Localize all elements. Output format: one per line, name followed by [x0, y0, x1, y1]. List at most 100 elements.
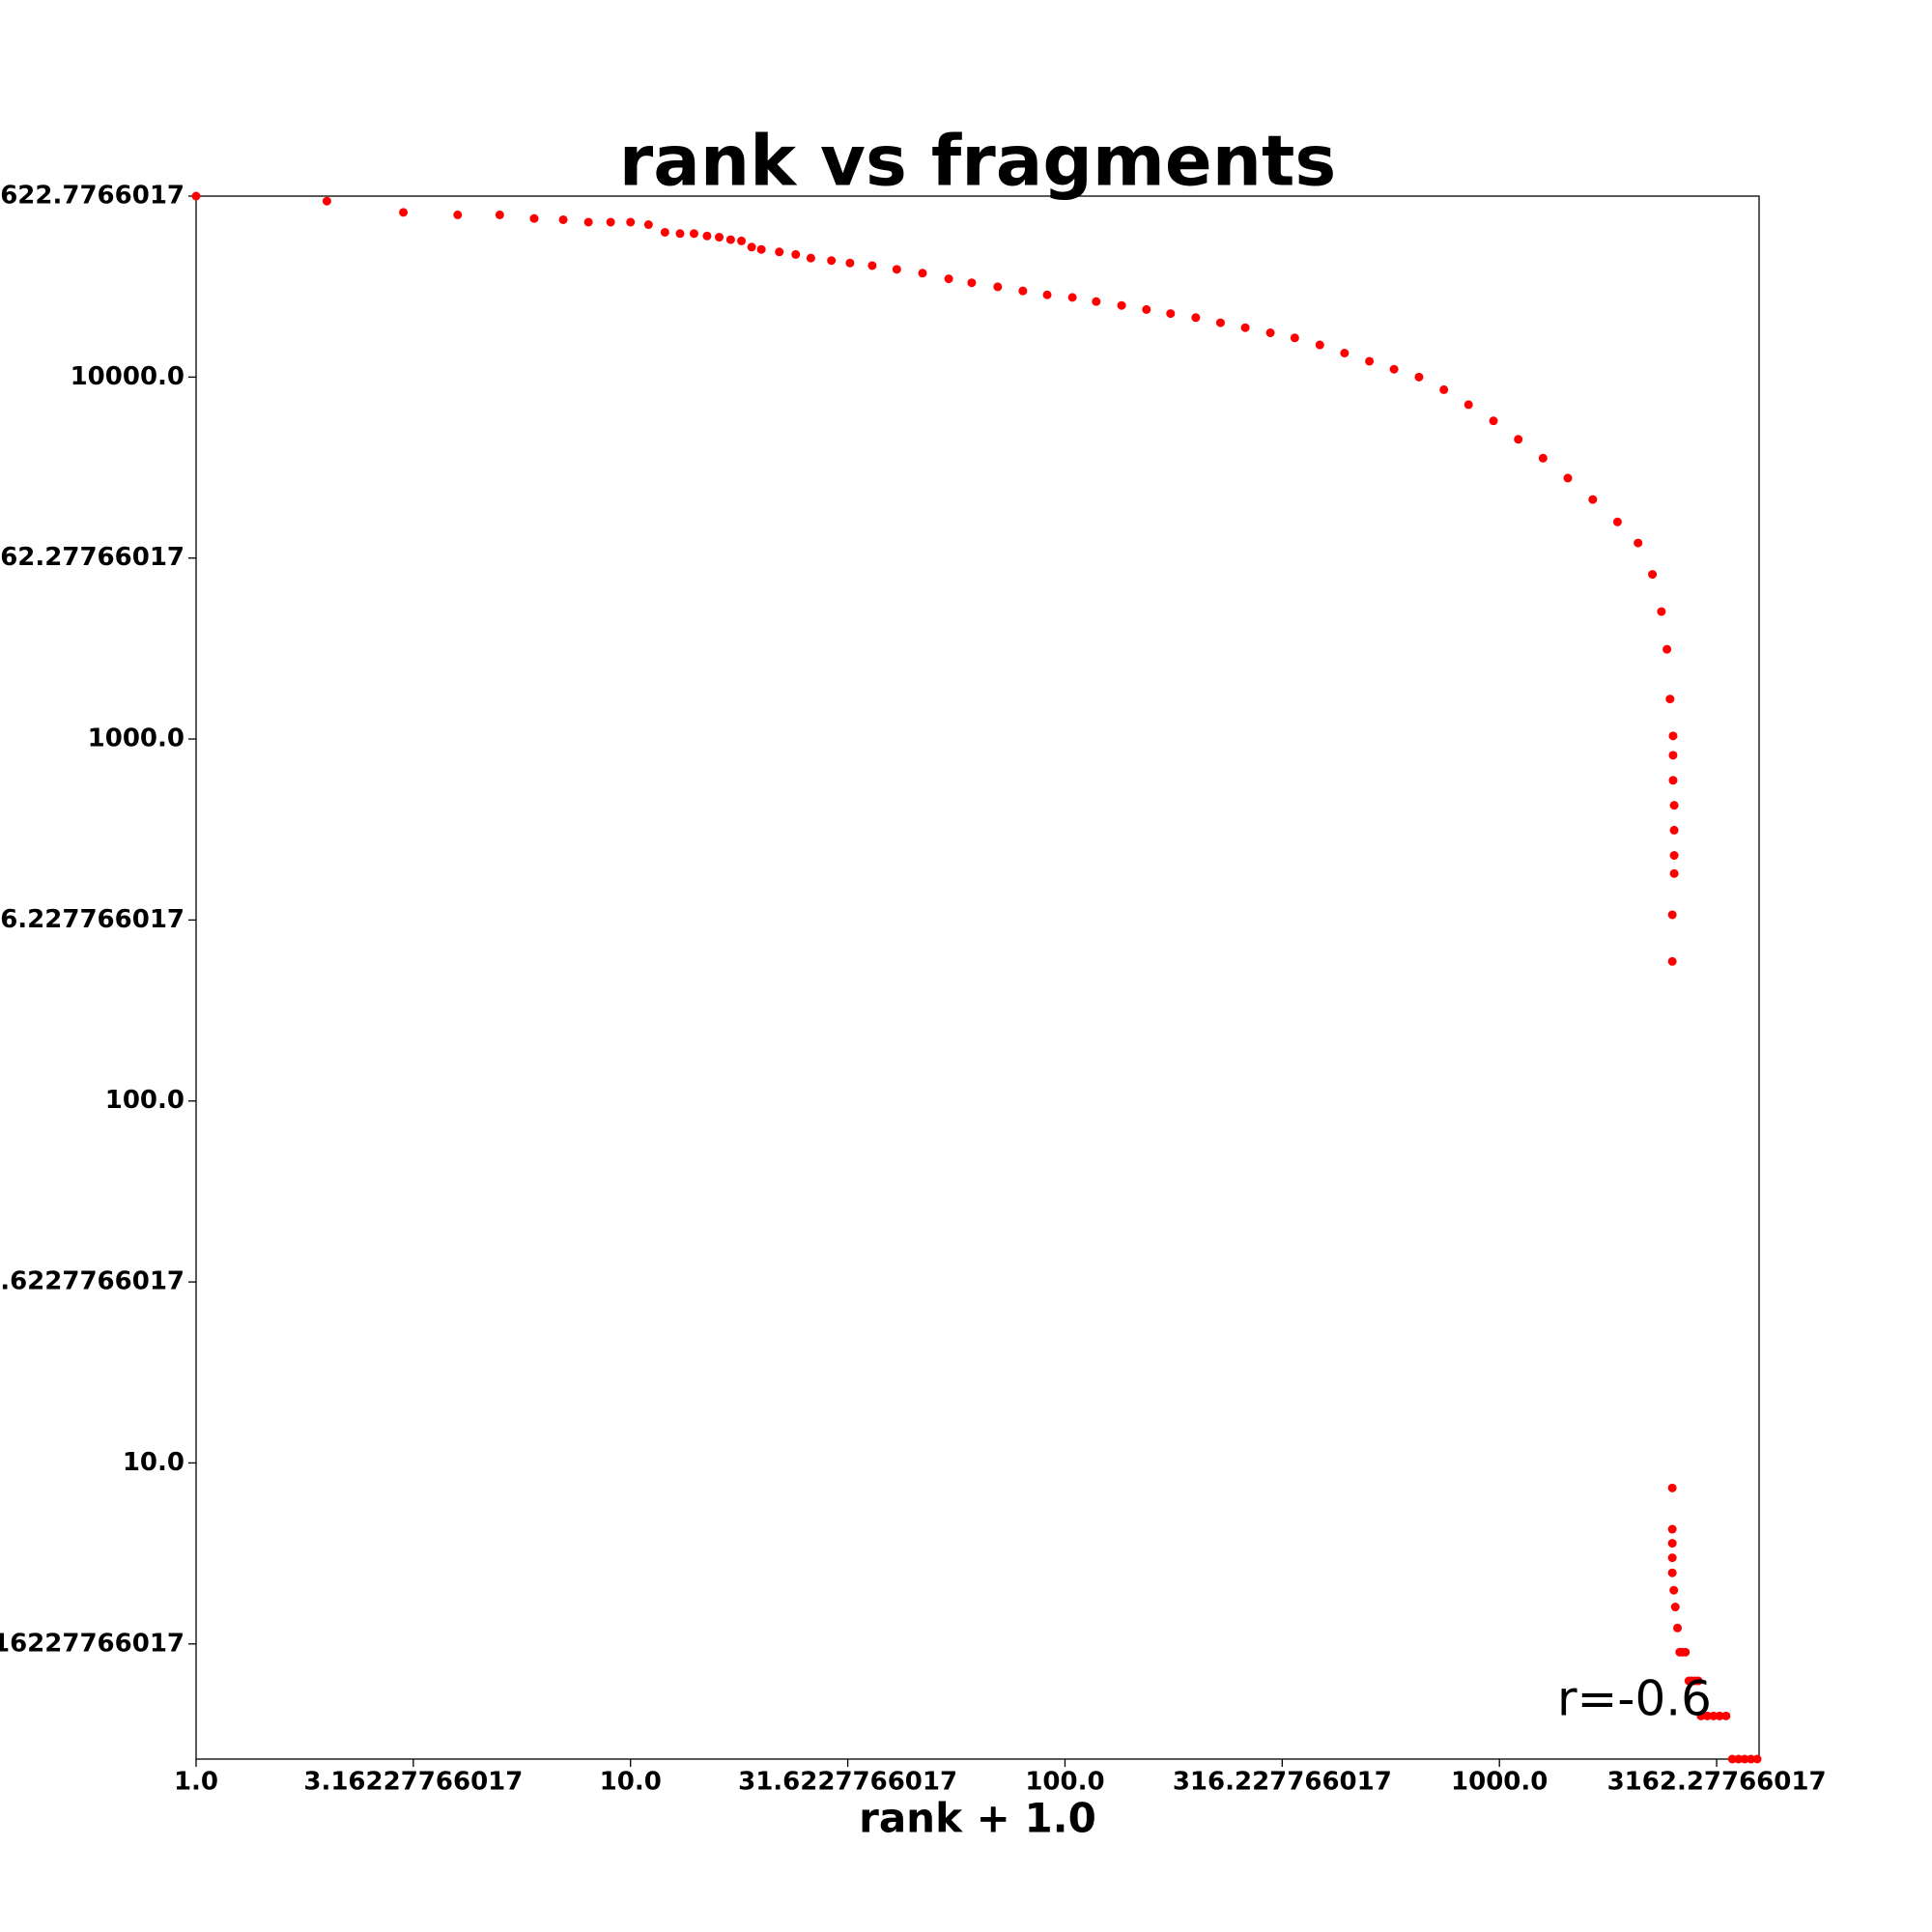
point: [715, 233, 724, 242]
point: [529, 213, 539, 223]
point: [1670, 1603, 1680, 1612]
point: [1696, 1711, 1706, 1720]
point: [775, 247, 784, 257]
point: [1612, 517, 1622, 526]
point: [1166, 309, 1176, 319]
point: [1290, 333, 1299, 343]
point: [918, 269, 927, 278]
point: [756, 244, 766, 254]
point: [1315, 340, 1324, 350]
y-tick-label: 1000.0: [88, 724, 185, 753]
point: [495, 210, 504, 219]
y-tick-label: 3162.27766017: [0, 543, 185, 572]
x-tick-label: 31.6227766017: [738, 1768, 957, 1797]
point: [660, 227, 669, 237]
y-tick-label: 31.6227766017: [0, 1267, 185, 1296]
point: [1240, 323, 1250, 332]
point: [1018, 286, 1028, 296]
point: [1667, 1568, 1677, 1577]
point: [737, 236, 747, 245]
x-tick-label: 1.0: [174, 1768, 218, 1797]
point: [1067, 293, 1077, 302]
point: [967, 278, 977, 288]
y-tick-label: 31622.7766017: [0, 182, 185, 211]
point: [399, 208, 409, 217]
point: [1042, 290, 1052, 299]
point: [1117, 300, 1126, 310]
x-tick-label: 10.0: [600, 1768, 662, 1797]
point: [1669, 851, 1679, 861]
point: [1439, 384, 1449, 394]
plot-frame: [195, 195, 1760, 1760]
point: [944, 274, 953, 284]
point: [791, 249, 801, 259]
point: [725, 235, 735, 244]
point: [1668, 776, 1678, 785]
point: [1693, 1676, 1703, 1686]
point: [1414, 372, 1424, 382]
y-tick-label: 316.227766017: [0, 905, 185, 934]
point: [1669, 1585, 1679, 1595]
y-tick-label: 10.0: [123, 1448, 185, 1477]
point: [1662, 644, 1672, 654]
point: [1667, 956, 1677, 966]
point: [1669, 801, 1679, 810]
annotation: r=-0.6: [1557, 1671, 1712, 1727]
point: [322, 196, 331, 206]
point: [1657, 607, 1666, 616]
x-tick-label: 3.16227766017: [303, 1768, 523, 1797]
point: [1709, 1711, 1719, 1720]
point: [1514, 435, 1523, 444]
point: [827, 256, 837, 266]
point: [643, 220, 653, 230]
point: [1092, 297, 1101, 306]
point: [1721, 1711, 1731, 1720]
point: [1669, 868, 1679, 878]
point: [1734, 1754, 1744, 1764]
point: [1588, 495, 1598, 504]
point: [675, 229, 685, 239]
point: [1668, 731, 1678, 741]
point: [1489, 416, 1498, 426]
x-tick-label: 3162.27766017: [1607, 1768, 1827, 1797]
point: [1142, 304, 1151, 314]
point: [558, 214, 568, 224]
point: [1727, 1754, 1737, 1764]
point: [1648, 570, 1658, 580]
point: [1667, 1524, 1677, 1534]
point: [1673, 1623, 1683, 1633]
point: [1740, 1754, 1749, 1764]
x-tick-label: 1000.0: [1451, 1768, 1548, 1797]
point: [1702, 1711, 1712, 1720]
point: [583, 217, 593, 227]
point: [1667, 1483, 1677, 1492]
x-axis-label: rank + 1.0: [859, 1795, 1096, 1842]
point: [606, 217, 615, 227]
point: [1191, 313, 1201, 323]
point: [1667, 1553, 1677, 1563]
point: [453, 210, 463, 219]
point: [689, 229, 698, 239]
chart-title: rank vs fragments: [619, 121, 1337, 202]
point: [1463, 400, 1473, 410]
point: [747, 242, 756, 252]
point: [1667, 910, 1677, 920]
point: [1389, 364, 1399, 374]
point: [806, 253, 815, 263]
point: [1665, 695, 1675, 704]
point: [1340, 348, 1350, 357]
point: [1715, 1711, 1724, 1720]
y-tick-label: 3.16227766017: [0, 1629, 185, 1658]
point: [1668, 751, 1678, 760]
point: [845, 258, 855, 268]
point: [1634, 538, 1643, 548]
point: [1538, 453, 1548, 463]
point: [892, 265, 901, 274]
point: [1752, 1754, 1762, 1764]
x-tick-label: 316.227766017: [1173, 1768, 1392, 1797]
point: [1669, 825, 1679, 835]
point: [1747, 1754, 1756, 1764]
y-tick-label: 10000.0: [71, 362, 185, 391]
